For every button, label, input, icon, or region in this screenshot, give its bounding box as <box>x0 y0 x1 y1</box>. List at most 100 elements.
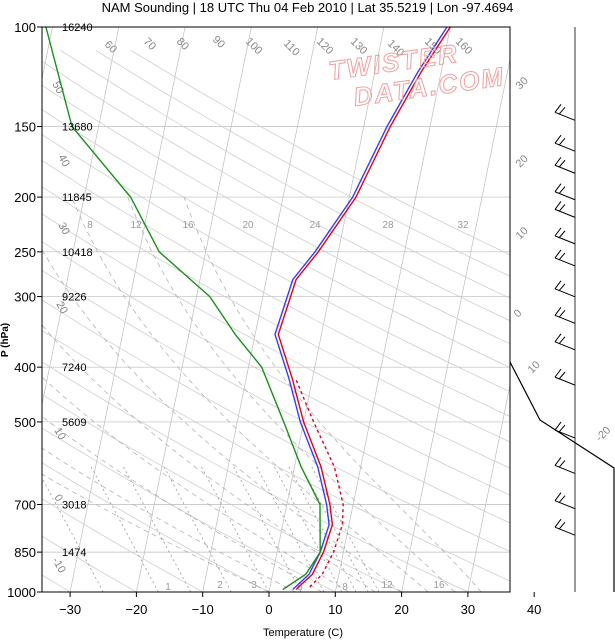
wind-barb <box>558 186 566 195</box>
isotherm-label: 0 <box>51 493 64 504</box>
isotherm-line <box>467 383 510 592</box>
wind-barb <box>554 111 576 121</box>
wind-barb <box>558 137 566 146</box>
wind-barb <box>554 314 576 324</box>
mixing-ratio-line <box>233 466 302 592</box>
mixing-ratio-line <box>300 466 369 592</box>
wind-barb <box>558 283 566 292</box>
sounding-trace <box>277 27 451 591</box>
mixing-ratio-line <box>201 466 270 592</box>
wind-barb <box>554 208 576 218</box>
wind-barb <box>554 429 576 439</box>
height-label: 5609 <box>62 417 86 429</box>
x-tick-label: 40 <box>527 602 541 617</box>
chart-title: NAM Sounding | 18 UTC Thu 04 Feb 2010 | … <box>101 0 514 15</box>
moist-adiabat <box>71 196 429 592</box>
wind-barb <box>554 103 562 113</box>
y-tick-label: 200 <box>14 190 36 205</box>
isotherm-line <box>401 57 510 592</box>
sounding-trace <box>45 27 321 591</box>
isotherm-line <box>42 27 120 407</box>
wind-barb <box>554 341 576 351</box>
dry-adiabat <box>42 60 510 322</box>
wind-barb <box>554 164 576 174</box>
wind-barb <box>554 156 562 166</box>
mixing-ratio-line <box>273 466 342 592</box>
isotherm-line <box>136 27 252 592</box>
dry-adiabat <box>42 84 510 345</box>
wind-barb <box>554 500 576 510</box>
wind-barb <box>554 235 576 245</box>
wind-barb <box>554 183 562 193</box>
y-tick-label: 1000 <box>7 585 36 600</box>
wind-barb <box>554 142 576 152</box>
height-label: 13680 <box>62 121 93 133</box>
mixing-ratio-label: 8 <box>87 220 93 231</box>
isotherm-label: 0 <box>512 307 525 320</box>
dry-adiabat <box>95 50 510 277</box>
x-tick-label: −10 <box>192 602 214 617</box>
wind-barb <box>554 464 576 474</box>
height-label: 9226 <box>62 292 86 304</box>
moist-adiabat <box>42 248 402 592</box>
dry-adiabat <box>42 330 510 582</box>
y-tick-label: 850 <box>14 545 36 560</box>
mixing-ratio-label: 12 <box>381 580 393 591</box>
height-label: 11845 <box>62 192 92 204</box>
mixing-ratio-label: 20 <box>242 220 254 231</box>
wind-barb <box>558 310 566 318</box>
wind-barb <box>558 460 566 468</box>
mixing-ratio-label: 5 <box>297 582 303 593</box>
wind-barb <box>558 204 566 212</box>
wind-barb <box>558 230 566 239</box>
wind-barb <box>558 159 566 168</box>
mixing-ratio-line <box>90 466 159 592</box>
x-axis-label: Temperature (C) <box>263 627 343 639</box>
wind-barb <box>554 280 562 290</box>
wind-barb <box>554 457 562 466</box>
dry-adiabat <box>42 213 510 469</box>
isotherm-label: 20 <box>53 300 70 317</box>
mixing-ratio-label: 24 <box>309 220 321 231</box>
moist-adiabat <box>42 447 296 592</box>
wind-barb <box>554 518 562 528</box>
mixing-ratio-line <box>163 466 232 592</box>
dry-adiabat <box>42 498 204 592</box>
moist-adiabat <box>42 416 323 592</box>
x-tick-label: 0 <box>265 602 272 617</box>
mixing-ratio-line <box>311 466 380 592</box>
isotherm-line <box>598 1 615 604</box>
isotherm-line <box>532 1 615 604</box>
y-tick-label: 250 <box>14 245 36 260</box>
isotherm-label: 30 <box>55 221 72 238</box>
dry-adiabat <box>42 134 510 393</box>
mixing-ratio-label: 28 <box>382 220 394 231</box>
plot-area <box>42 27 510 592</box>
mixing-ratio-label: 1 <box>165 582 171 593</box>
isotherm-label: 50 <box>49 80 66 97</box>
isotherm-label: 10 <box>526 359 543 376</box>
moist-adiabat <box>42 376 349 592</box>
dry-adiabat <box>42 186 510 443</box>
isotherm-label: 30 <box>514 75 531 92</box>
wind-barb <box>558 336 566 345</box>
y-axis-label: P (hPa) <box>0 323 11 357</box>
dry-adiabat <box>42 241 510 496</box>
wind-barb <box>554 134 562 144</box>
wind-barb <box>554 526 576 536</box>
isotherm-line <box>202 27 319 592</box>
isotherm-line <box>268 27 385 592</box>
dry-adiabat <box>42 299 510 552</box>
y-tick-label: 100 <box>14 20 36 35</box>
wind-barb <box>554 421 562 431</box>
dry-adiabat <box>42 109 510 368</box>
moist-adiabat <box>183 196 482 592</box>
mixing-ratio-line <box>256 466 325 592</box>
mixing-ratio-line <box>42 477 104 592</box>
x-tick-label: 10 <box>328 602 342 617</box>
height-label: 10418 <box>62 247 93 259</box>
y-tick-label: 300 <box>14 290 36 305</box>
isotherm-label: 10 <box>514 225 531 242</box>
mixing-ratio-label: 16 <box>433 580 445 591</box>
